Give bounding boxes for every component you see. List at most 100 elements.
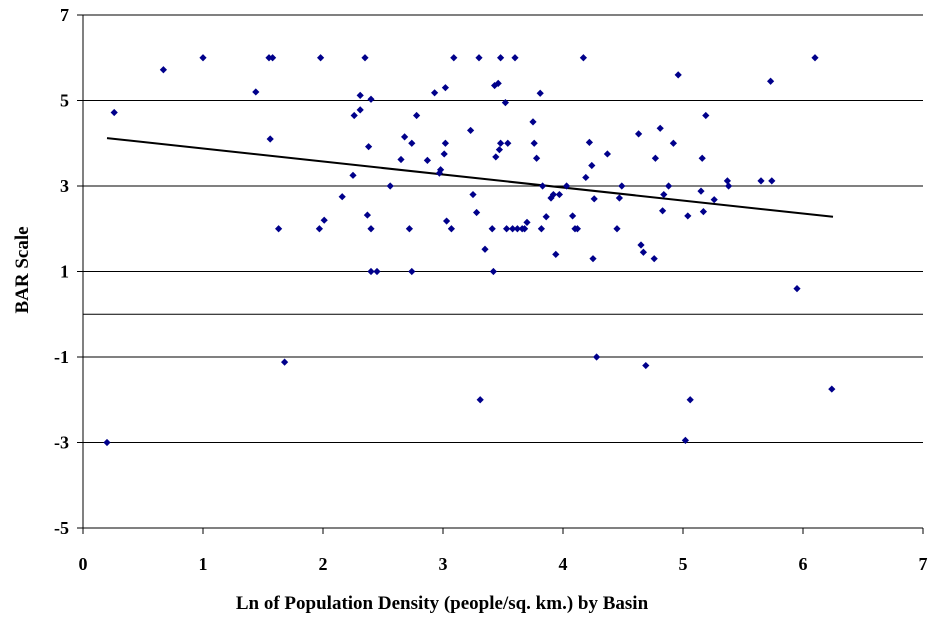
data-point	[642, 361, 650, 370]
data-point	[315, 225, 323, 233]
data-point	[521, 225, 529, 233]
data-point	[511, 54, 519, 62]
trendline-group	[106, 137, 834, 218]
data-point	[588, 161, 596, 170]
data-point	[469, 190, 477, 199]
data-point	[373, 267, 381, 276]
data-point	[405, 225, 413, 233]
data-point	[443, 217, 451, 225]
data-point	[437, 166, 445, 174]
data-point	[613, 225, 621, 233]
data-point	[199, 54, 207, 62]
y-tick-label: 7	[60, 5, 69, 25]
data-point	[488, 225, 496, 233]
data-point	[423, 156, 431, 164]
data-point	[365, 143, 373, 151]
y-tick-label: -3	[54, 433, 69, 453]
data-point	[660, 190, 668, 199]
data-point	[523, 218, 531, 226]
data-point	[639, 248, 647, 256]
data-point	[440, 150, 448, 158]
data-point	[579, 54, 587, 62]
data-point	[320, 216, 328, 224]
data-point	[603, 150, 611, 158]
axes	[77, 14, 924, 534]
data-points	[103, 54, 836, 447]
data-point	[503, 225, 511, 233]
data-point	[467, 126, 475, 135]
data-point	[491, 81, 499, 90]
data-point	[476, 396, 484, 404]
data-point	[552, 250, 560, 258]
x-tick-label: 1	[199, 554, 208, 574]
data-point	[723, 177, 731, 185]
data-point	[618, 182, 626, 190]
data-point	[473, 208, 481, 217]
tick-labels: -5 -3 -1 1 3 5 7 0 1 2 3 4 5 6 7	[54, 5, 928, 574]
data-point	[413, 111, 421, 120]
data-point	[450, 54, 458, 62]
data-point	[103, 438, 111, 447]
data-point	[497, 139, 505, 147]
data-point	[408, 139, 416, 147]
data-point	[275, 225, 283, 233]
data-point	[699, 208, 707, 216]
data-point	[475, 54, 483, 62]
data-point	[725, 182, 733, 190]
data-point	[497, 54, 505, 62]
data-point	[537, 225, 545, 233]
data-point	[431, 89, 439, 97]
data-point	[530, 139, 538, 147]
y-tick-label: -5	[54, 518, 69, 538]
data-point	[659, 207, 667, 215]
data-point	[494, 79, 502, 87]
data-point	[549, 190, 557, 199]
data-point	[281, 358, 289, 366]
data-point	[637, 241, 645, 249]
data-point	[489, 267, 497, 276]
data-point	[593, 353, 601, 361]
y-tick-label: 1	[60, 262, 69, 282]
data-point	[363, 211, 371, 219]
data-point	[710, 196, 718, 204]
data-point	[350, 111, 358, 120]
data-point	[828, 385, 836, 393]
data-point	[509, 225, 517, 233]
data-point	[585, 138, 593, 146]
trendline	[106, 137, 834, 218]
x-tick-label: 0	[79, 554, 88, 574]
data-point	[656, 124, 664, 132]
data-point	[367, 267, 375, 276]
data-point	[441, 84, 449, 92]
data-point	[674, 71, 682, 79]
data-point	[252, 88, 260, 96]
data-point	[665, 182, 673, 190]
data-point	[435, 169, 443, 177]
data-point	[698, 154, 706, 162]
data-point	[539, 182, 547, 190]
data-point	[361, 54, 369, 62]
data-point	[681, 436, 689, 444]
data-point	[767, 77, 775, 85]
x-tick-label: 5	[679, 554, 688, 574]
data-point	[269, 54, 277, 62]
data-point	[501, 99, 509, 107]
data-point	[793, 285, 801, 293]
data-point	[615, 194, 623, 202]
x-axis-title: Ln of Population Density (people/sq. km.…	[236, 593, 649, 614]
data-point	[582, 173, 590, 182]
data-point	[757, 177, 765, 185]
data-point	[811, 54, 819, 62]
data-point	[529, 118, 537, 126]
data-point	[635, 130, 643, 138]
data-point	[367, 225, 375, 233]
data-point	[492, 153, 500, 161]
data-point	[650, 255, 658, 263]
data-point	[447, 225, 455, 233]
data-point	[563, 182, 571, 190]
data-point	[536, 89, 544, 97]
data-point	[686, 396, 694, 404]
data-point	[590, 195, 598, 203]
data-point	[533, 154, 541, 162]
